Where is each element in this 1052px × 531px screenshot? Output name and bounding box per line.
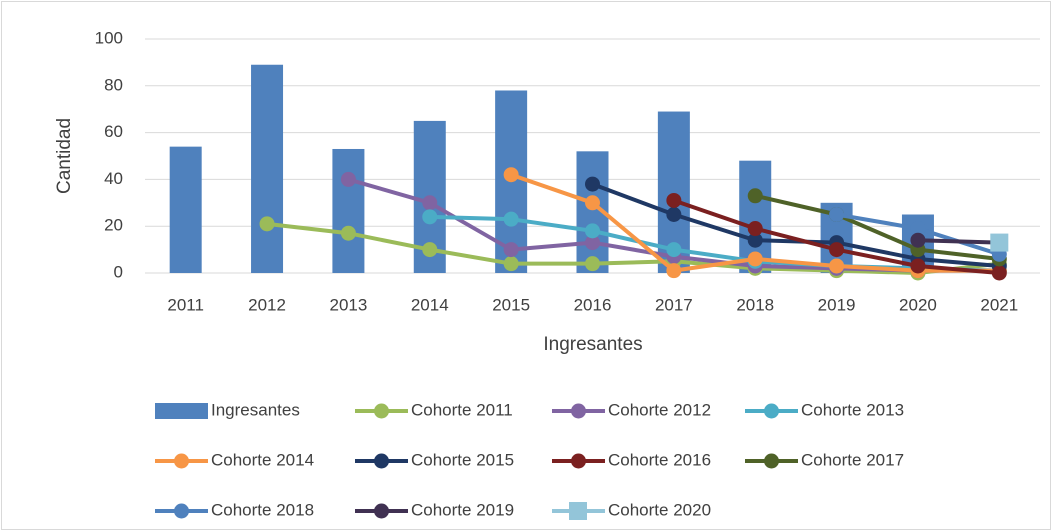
legend-label: Ingresantes (211, 400, 300, 419)
y-tick-label: 20 (104, 216, 123, 235)
marker (829, 258, 845, 274)
marker (910, 232, 926, 248)
x-tick-label: 2018 (736, 295, 774, 314)
marker (259, 216, 275, 232)
line (266, 221, 1000, 275)
y-axis-title: Cantidad (54, 118, 75, 194)
legend-label: Cohorte 2012 (608, 400, 711, 419)
legend-marker (571, 453, 586, 469)
marker (585, 235, 600, 251)
y-tick-label: 80 (104, 75, 123, 94)
bar (169, 146, 202, 273)
marker (422, 242, 438, 258)
marker (585, 256, 600, 272)
marker (503, 167, 519, 183)
legend-label: Cohorte 2017 (801, 450, 904, 469)
marker (747, 251, 763, 267)
legend-marker (174, 503, 189, 519)
marker (747, 232, 763, 248)
marker (747, 221, 763, 237)
marker (585, 195, 600, 211)
marker (422, 209, 438, 225)
x-tick-label: 2014 (411, 295, 449, 314)
line (591, 182, 1000, 268)
marker (990, 233, 1009, 252)
marker (585, 223, 600, 239)
marker (340, 225, 356, 241)
y-tick-label: 60 (104, 122, 123, 141)
bar (332, 148, 365, 273)
x-tick-label: 2012 (248, 295, 286, 314)
y-tick-label: 0 (114, 262, 123, 281)
x-axis-title: Ingresantes (543, 334, 642, 355)
x-tick-label: 2019 (818, 295, 856, 314)
legend-marker (764, 403, 779, 419)
line (917, 238, 1000, 245)
x-tick-label: 2017 (655, 295, 693, 314)
legend-marker (764, 453, 779, 469)
marker (829, 242, 845, 258)
marker (666, 263, 682, 279)
marker (829, 207, 845, 222)
legend-marker (374, 503, 389, 519)
legend-label: Cohorte 2013 (801, 400, 904, 419)
legend-marker (374, 403, 389, 419)
legend-label: Cohorte 2014 (211, 450, 314, 469)
x-tick-label: 2013 (329, 295, 367, 314)
x-tick-label: 2011 (167, 295, 204, 314)
legend-label: Cohorte 2015 (411, 450, 514, 469)
x-tick-label: 2020 (899, 295, 937, 314)
legend-swatch (155, 403, 208, 419)
legend-marker (374, 453, 389, 469)
legend-label: Cohorte 2011 (411, 400, 513, 419)
y-tick-label: 40 (104, 169, 123, 188)
legend-label: Cohorte 2018 (211, 500, 314, 519)
legend-label: Cohorte 2020 (608, 500, 711, 519)
x-tick-label: 2016 (574, 295, 612, 314)
line (754, 193, 1000, 261)
legend-label: Cohorte 2019 (411, 500, 514, 519)
marker (503, 211, 519, 227)
marker (666, 242, 682, 258)
legend-marker (174, 453, 189, 469)
y-tick-label: 100 (95, 28, 123, 47)
marker (747, 188, 763, 204)
marker (910, 221, 926, 237)
marker (340, 171, 356, 187)
marker (991, 265, 1007, 281)
marker (422, 195, 438, 211)
legend-marker (571, 403, 586, 419)
marker (666, 192, 682, 208)
bar (251, 64, 284, 274)
x-tick-label: 2021 (980, 295, 1018, 314)
x-tick-label: 2015 (492, 295, 530, 314)
legend-label: Cohorte 2016 (608, 450, 711, 469)
marker (503, 256, 519, 272)
legend-marker (569, 502, 587, 520)
marker (910, 258, 926, 274)
marker (503, 242, 519, 258)
marker (666, 207, 682, 222)
marker (585, 176, 600, 192)
